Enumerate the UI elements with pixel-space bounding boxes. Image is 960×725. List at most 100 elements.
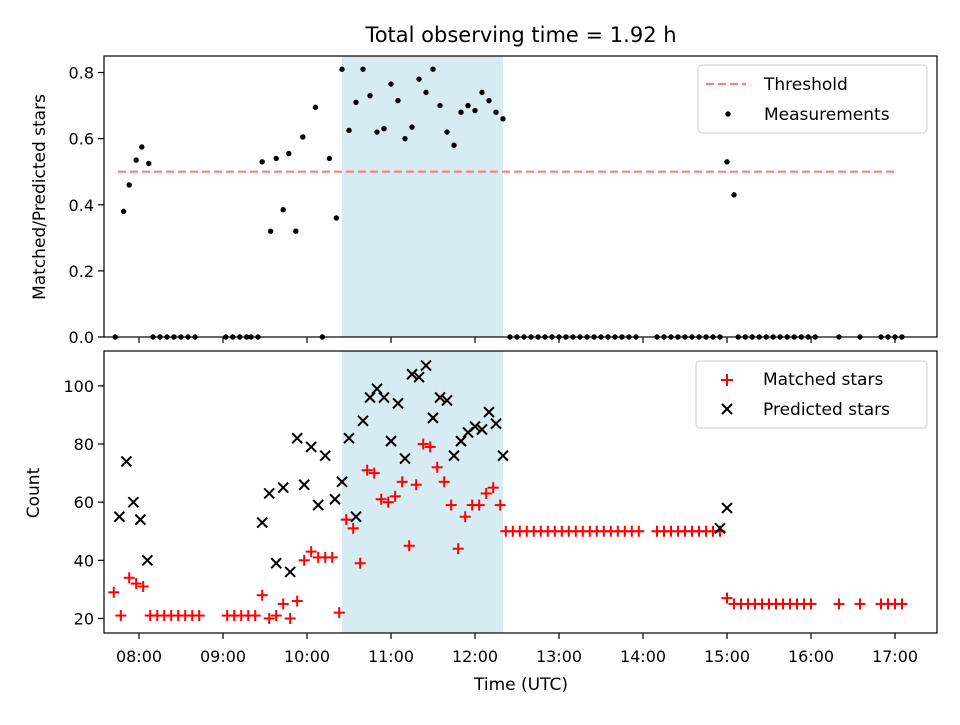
bottom-panel: 08:00 09:00 10:00 11:00 12:00 13:00 14:00 15:00… <box>24 350 938 695</box>
top-highlight-band <box>342 56 503 337</box>
measurement-point <box>273 155 279 162</box>
measurement-point <box>479 89 485 96</box>
matched-star-point <box>473 499 485 511</box>
predicted-star-point <box>455 435 467 447</box>
bottom-y-tick-label: 40 <box>74 551 94 570</box>
legend-matched-label: Matched stars <box>763 370 883 390</box>
bottom-y-tick-label: 60 <box>74 493 94 512</box>
measurement-point <box>259 159 265 165</box>
measurement-point <box>731 192 737 198</box>
matched-star-point <box>396 476 408 488</box>
matched-star-point <box>298 554 310 566</box>
x-tick-label: 10:00 <box>284 647 330 666</box>
measurement-point <box>430 66 436 72</box>
top-y-tick-label: 0.8 <box>69 64 94 83</box>
x-tick-label: 12:00 <box>452 647 498 666</box>
predicted-star-point <box>134 513 147 526</box>
bottom-y-tick-label: 80 <box>74 435 94 454</box>
predicted-star-point <box>399 452 411 465</box>
measurement-point <box>388 81 394 87</box>
x-tick-label: 16:00 <box>788 647 834 666</box>
matched-star-point <box>721 592 733 604</box>
measurement-point <box>416 76 422 82</box>
measurement-point <box>339 66 345 72</box>
top-y-tick-label: 0.6 <box>69 130 94 149</box>
predicted-star-point <box>298 479 310 491</box>
legend-measurements-label: Measurements <box>764 105 890 125</box>
predicted-star-point <box>127 496 140 508</box>
matched-star-point <box>805 598 817 610</box>
matched-star-point <box>291 595 303 607</box>
measurement-point <box>312 104 319 110</box>
predicted-star-point <box>343 432 355 444</box>
matched-star-point <box>494 499 506 511</box>
matched-star-point <box>382 496 394 508</box>
matched-star-point <box>249 610 261 622</box>
x-tick-label: 13:00 <box>536 647 582 666</box>
chart-title: Total observing time = 1.92 h <box>364 23 676 47</box>
predicted-star-points <box>113 359 733 578</box>
matched-star-point <box>326 551 338 563</box>
bottom-legend: Matched stars Predicted stars <box>695 360 928 429</box>
top-y-tick-label: 0.2 <box>69 262 94 281</box>
matched-star-point <box>833 598 845 610</box>
predicted-star-point <box>434 391 446 404</box>
measurement-point <box>367 92 373 99</box>
measurement-point <box>353 99 359 105</box>
bottom-axes-frame <box>103 350 938 634</box>
measurement-point <box>146 160 152 167</box>
measurement-point <box>126 182 132 188</box>
predicted-star-point <box>364 391 376 404</box>
matched-star-point <box>410 479 422 491</box>
bottom-y-axis-label: Count <box>24 467 44 518</box>
measurement-point <box>402 135 408 142</box>
matched-star-point <box>480 487 492 499</box>
top-legend: Threshold Measurements <box>697 64 928 134</box>
x-tick-label: 09:00 <box>200 647 246 666</box>
measurement-point <box>724 159 730 165</box>
predicted-star-point <box>469 420 481 433</box>
predicted-star-point <box>263 487 275 500</box>
top-y-tick-label: 0.0 <box>69 328 94 347</box>
measurement-point <box>437 102 443 109</box>
measurement-point <box>133 157 139 163</box>
legend-threshold-label: Threshold <box>763 75 848 95</box>
predicted-star-point <box>490 417 502 430</box>
legend-predicted-label: Predicted stars <box>763 400 890 420</box>
predicted-star-point <box>141 554 154 567</box>
matched-star-point <box>270 610 282 622</box>
measurement-point <box>300 134 306 140</box>
matched-star-point <box>284 612 296 624</box>
measurement-point <box>423 89 429 96</box>
matched-star-point <box>459 511 471 523</box>
measurement-point <box>293 228 299 234</box>
matched-star-points <box>108 438 908 624</box>
matched-star-point <box>417 438 429 450</box>
predicted-star-point <box>319 449 331 462</box>
measurement-point <box>286 150 292 157</box>
legend-predicted-marker <box>721 403 733 415</box>
predicted-star-point <box>284 566 296 578</box>
matched-star-point <box>263 612 275 624</box>
predicted-star-point <box>483 406 495 418</box>
matched-star-point <box>115 610 127 622</box>
predicted-star-point <box>420 359 432 372</box>
bottom-y-tick-label: 20 <box>74 609 94 628</box>
measurement-point <box>500 116 506 122</box>
measurement-point <box>346 127 352 134</box>
predicted-star-point <box>427 412 439 424</box>
matched-star-point <box>368 467 380 479</box>
measurement-point <box>267 228 274 234</box>
matched-star-point <box>403 540 415 552</box>
measurement-point <box>360 66 366 72</box>
predicted-star-point <box>277 481 289 494</box>
matched-star-point <box>431 461 443 473</box>
matched-star-point <box>438 476 450 488</box>
measurement-point <box>395 97 401 104</box>
matched-star-point <box>347 522 359 534</box>
top-ticks: 0.0 0.2 0.4 0.6 0.8 <box>69 64 896 347</box>
x-tick-label: 11:00 <box>368 647 414 666</box>
measurement-point <box>444 129 450 135</box>
legend-measurement-marker <box>725 111 731 117</box>
matched-star-point <box>277 598 289 610</box>
